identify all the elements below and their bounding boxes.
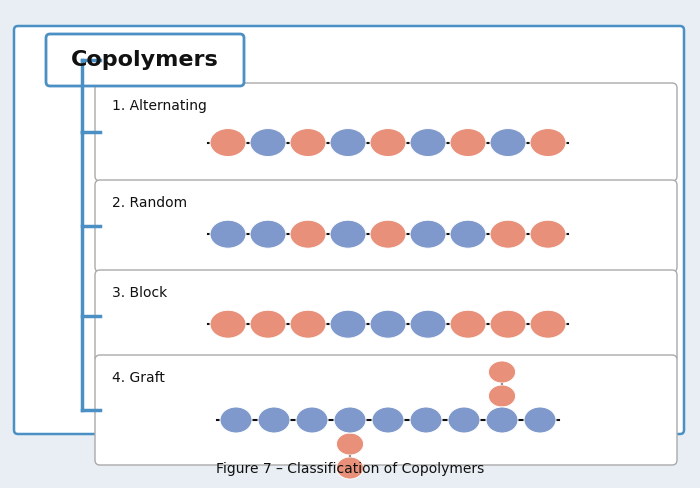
Ellipse shape [370,310,406,338]
Ellipse shape [250,220,286,248]
Ellipse shape [290,310,326,338]
Ellipse shape [337,457,363,479]
Ellipse shape [210,128,246,157]
FancyBboxPatch shape [95,270,677,362]
Ellipse shape [250,310,286,338]
Ellipse shape [220,407,252,433]
FancyBboxPatch shape [46,34,244,86]
Ellipse shape [450,310,486,338]
Ellipse shape [334,407,366,433]
FancyBboxPatch shape [95,83,677,181]
Ellipse shape [290,220,326,248]
Ellipse shape [210,310,246,338]
Ellipse shape [410,407,442,433]
Ellipse shape [330,128,366,157]
Ellipse shape [296,407,328,433]
Ellipse shape [250,128,286,157]
Ellipse shape [410,310,446,338]
Ellipse shape [370,128,406,157]
Ellipse shape [330,220,366,248]
FancyBboxPatch shape [14,26,684,434]
Text: 3. Block: 3. Block [112,286,167,300]
Text: 1. Alternating: 1. Alternating [112,99,207,113]
Ellipse shape [410,128,446,157]
Ellipse shape [372,407,404,433]
Ellipse shape [410,220,446,248]
Ellipse shape [490,220,526,248]
Ellipse shape [489,361,516,383]
Ellipse shape [489,385,516,407]
Ellipse shape [290,128,326,157]
Ellipse shape [524,407,556,433]
Ellipse shape [530,220,566,248]
Ellipse shape [530,128,566,157]
Text: 4. Graft: 4. Graft [112,371,165,385]
Ellipse shape [448,407,480,433]
Ellipse shape [330,310,366,338]
Text: 2. Random: 2. Random [112,196,187,210]
Text: Copolymers: Copolymers [71,50,219,70]
Ellipse shape [530,310,566,338]
Ellipse shape [370,220,406,248]
Ellipse shape [450,128,486,157]
Ellipse shape [210,220,246,248]
FancyBboxPatch shape [95,180,677,272]
Text: Figure 7 – Classification of Copolymers: Figure 7 – Classification of Copolymers [216,462,484,476]
Ellipse shape [337,433,363,455]
Ellipse shape [490,128,526,157]
Ellipse shape [450,220,486,248]
Ellipse shape [490,310,526,338]
Ellipse shape [258,407,290,433]
Ellipse shape [486,407,518,433]
FancyBboxPatch shape [95,355,677,465]
